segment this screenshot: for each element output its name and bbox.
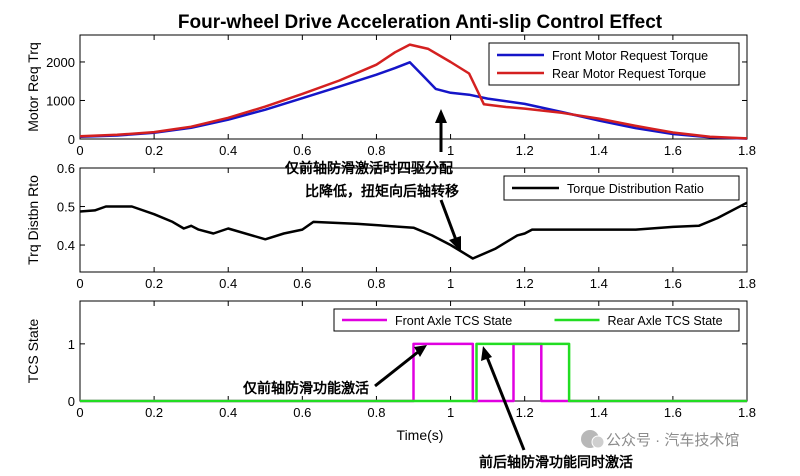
distribution-ratio-panel: 0 0.2 0.4 0.6 0.8 1 1.2 1.4 1.6 1.8 0.4 0.5 0.6 Trq D…: [25, 161, 756, 291]
x-tick-label: 0: [76, 276, 83, 291]
x-tick-label: 1.4: [590, 276, 608, 291]
annotation-front-only: 仅前轴防滑功能激活: [242, 345, 427, 396]
y-tick-label: 2000: [46, 55, 75, 70]
annotation-front-only-arrowhead: [414, 345, 427, 357]
legend-label: Rear Axle TCS State: [608, 314, 723, 328]
x-tick-label: 1: [447, 143, 454, 158]
y-axis-label: Trq Distbn Rto: [25, 175, 41, 265]
x-tick-label: 1.2: [516, 143, 534, 158]
torque-panel: 0 0.2 0.4 0.6 0.8 1 1.2 1.4 1.6 1.8 0 1000 2000 Motor…: [25, 34, 756, 158]
x-tick-label: 0.2: [145, 143, 163, 158]
x-tick-label: 0.8: [367, 276, 385, 291]
y-axis-label: Motor Req Trq: [25, 42, 41, 131]
annotation-arrow-down: [439, 199, 458, 241]
chart-title: Four-wheel Drive Acceleration Anti-slip …: [178, 12, 663, 33]
legend-box: [333, 308, 740, 332]
y-tick-label: 0.6: [57, 161, 75, 176]
series-line: [79, 201, 748, 260]
x-tick-label: 1: [447, 405, 454, 420]
legend-label: Rear Motor Request Torque: [552, 67, 706, 81]
x-tick-label: 0.4: [219, 276, 237, 291]
annotation-torque-shift-line1: 仅前轴防滑激活时四驱分配: [284, 160, 453, 176]
legend-label: Front Axle TCS State: [395, 314, 512, 328]
x-tick-label: 0.4: [219, 143, 237, 158]
annotation-front-only-text: 仅前轴防滑功能激活: [242, 380, 369, 396]
legend-label: Torque Distribution Ratio: [567, 182, 704, 196]
x-tick-label: 1.6: [664, 143, 682, 158]
x-tick-label: 1.2: [516, 276, 534, 291]
series-line: [80, 342, 747, 403]
series-line: [79, 43, 748, 140]
x-tick-label: 0.4: [219, 405, 237, 420]
x-tick-label: 0.2: [145, 276, 163, 291]
annotation-both-axles-text: 前后轴防滑功能同时激活: [479, 454, 633, 470]
x-tick-label: 0.8: [367, 405, 385, 420]
x-tick-label: 0: [76, 405, 83, 420]
x-tick-label: 0.2: [145, 405, 163, 420]
y-tick-label: 0.5: [57, 200, 75, 215]
x-tick-label: 1.6: [664, 276, 682, 291]
x-tick-label: 1.4: [590, 143, 608, 158]
annotation-both-axles-arrow: [485, 356, 526, 451]
annotation-torque-shift-line2: 比降低，扭矩向后轴转移: [305, 183, 459, 199]
x-tick-label: 1.2: [516, 405, 534, 420]
series-line: [79, 61, 748, 140]
legend-box: [488, 42, 740, 86]
legend-label: Front Motor Request Torque: [552, 49, 708, 63]
y-tick-label: 0: [68, 132, 75, 147]
tcs-state-panel: 0 0.2 0.4 0.6 0.8 1 1.2 1.4 1.6 1.8 0 1 TCS State Fro…: [25, 300, 756, 420]
x-tick-label: 1.8: [738, 405, 756, 420]
annotation-arrowhead-down: [449, 236, 461, 252]
series-line: [80, 342, 747, 403]
x-tick-label: 0.8: [367, 143, 385, 158]
annotation-both-axles-arrowhead: [481, 346, 492, 361]
y-tick-label: 0: [68, 394, 75, 409]
y-tick-label: 1000: [46, 93, 75, 108]
y-tick-label: 1: [68, 337, 75, 352]
x-tick-label: 0.6: [293, 143, 311, 158]
x-tick-label: 0: [76, 143, 83, 158]
x-tick-label: 0.6: [293, 405, 311, 420]
watermark-text: 公众号 · 汽车技术馆: [606, 432, 739, 449]
annotation-front-only-arrow: [374, 350, 419, 388]
y-axis-label: TCS State: [25, 319, 41, 384]
x-tick-label: 1.6: [664, 405, 682, 420]
wechat-icon-bubble: [591, 435, 605, 449]
annotation-torque-shift: 仅前轴防滑激活时四驱分配 比降低，扭矩向后轴转移: [284, 109, 461, 252]
x-tick-label: 1: [447, 276, 454, 291]
x-axis-label: Time(s): [397, 427, 444, 443]
x-tick-label: 1.8: [738, 276, 756, 291]
x-tick-label: 1.4: [590, 405, 608, 420]
annotation-arrowhead-up: [435, 109, 447, 123]
annotation-both-axles: 前后轴防滑功能同时激活: [479, 346, 633, 470]
y-tick-label: 0.4: [57, 238, 75, 253]
x-tick-label: 1.8: [738, 143, 756, 158]
watermark: 公众号 · 汽车技术馆: [581, 430, 739, 449]
x-tick-label: 0.6: [293, 276, 311, 291]
